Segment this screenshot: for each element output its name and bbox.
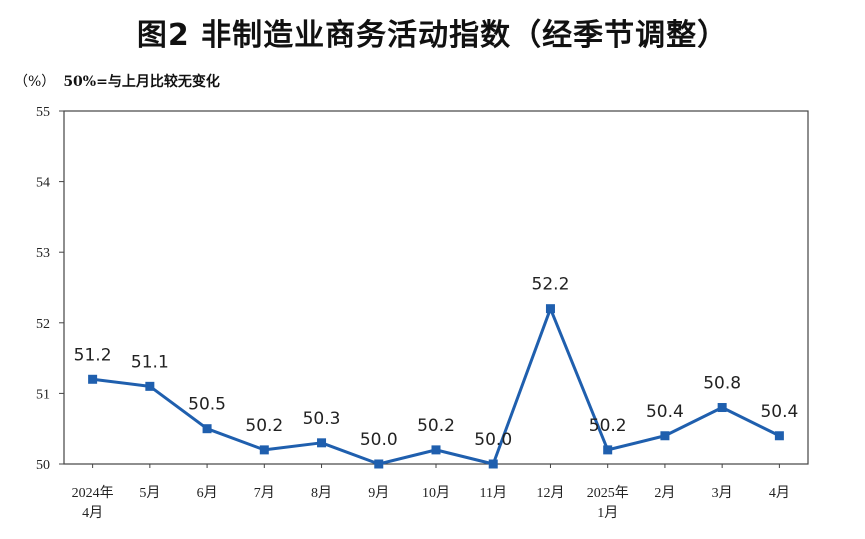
data-label: 50.4 xyxy=(646,402,684,422)
data-point xyxy=(717,403,727,413)
data-label: 51.2 xyxy=(74,345,112,365)
data-label: 52.2 xyxy=(532,275,570,295)
x-tick-label: 12月 xyxy=(536,485,564,501)
data-label: 50.0 xyxy=(474,430,512,450)
data-label: 50.2 xyxy=(245,416,283,436)
x-tick-label: 6月 xyxy=(197,485,218,501)
x-tick-label: 8月 xyxy=(311,485,332,501)
baseline-note: 50%=与上月比较无变化 xyxy=(63,74,220,90)
data-point xyxy=(88,374,98,384)
data-point xyxy=(202,424,212,434)
data-label: 50.5 xyxy=(188,395,226,415)
data-point xyxy=(603,445,613,455)
x-tick-label: 4月 xyxy=(769,485,790,501)
x-tick-label: 9月 xyxy=(368,485,389,501)
data-point xyxy=(774,431,784,441)
x-tick-label: 7月 xyxy=(254,485,275,501)
data-point xyxy=(145,381,155,391)
y-tick-label: 55 xyxy=(36,105,50,120)
unit-label: （%） xyxy=(14,74,56,90)
y-tick-label: 50 xyxy=(36,458,50,473)
series-line xyxy=(92,307,781,466)
data-point xyxy=(259,445,269,455)
plot-frame xyxy=(63,110,809,465)
x-tick-label: 11月 xyxy=(479,485,506,501)
data-point xyxy=(317,438,327,448)
data-label: 51.1 xyxy=(131,352,169,372)
x-tick-label: 2025年 1月 xyxy=(587,485,629,521)
data-label: 50.0 xyxy=(360,430,398,450)
data-point xyxy=(660,431,670,441)
chart-title: 图2 非制造业商务活动指数（经季节调整） xyxy=(136,18,729,53)
data-label: 50.8 xyxy=(703,374,741,394)
x-tick-label: 2024年 4月 xyxy=(72,485,114,521)
x-tick-label: 5月 xyxy=(139,485,160,501)
data-label: 50.3 xyxy=(303,409,341,429)
x-tick-label: 3月 xyxy=(712,485,733,501)
data-point xyxy=(488,459,498,469)
data-label: 50.4 xyxy=(760,402,798,422)
x-tick-label: 10月 xyxy=(422,485,450,501)
y-tick-label: 51 xyxy=(36,387,50,402)
data-point xyxy=(545,304,555,314)
unit-note: （%） 50%=与上月比较无变化 xyxy=(14,71,220,91)
y-tick-label: 52 xyxy=(36,317,50,332)
x-tick-label: 2月 xyxy=(654,485,675,501)
data-label: 50.2 xyxy=(589,416,627,436)
y-tick-label: 53 xyxy=(36,246,50,261)
data-label: 50.2 xyxy=(417,416,455,436)
data-point xyxy=(431,445,441,455)
data-point xyxy=(374,459,384,469)
y-tick-label: 54 xyxy=(36,176,50,191)
